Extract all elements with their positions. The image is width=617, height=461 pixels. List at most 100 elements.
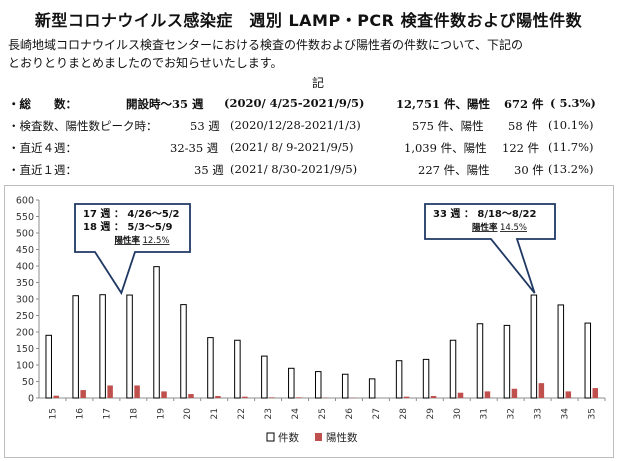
x-tick-label: 28 — [399, 408, 409, 420]
bar-positives — [53, 396, 59, 398]
bar-tests — [181, 305, 187, 398]
bar-tests — [396, 361, 402, 398]
bar-positives — [269, 397, 275, 398]
row-rate: ( 5.3%) — [550, 96, 596, 110]
x-tick-label: 29 — [426, 408, 436, 420]
bar-positives — [512, 389, 517, 398]
legend-label-tests: 件数 — [278, 431, 299, 444]
y-tick-label: 600 — [16, 196, 34, 207]
bar-tests — [46, 335, 52, 398]
bar-tests — [154, 267, 160, 398]
x-tick-label: 30 — [453, 408, 463, 420]
y-tick-label: 450 — [16, 245, 34, 256]
row-tests: 575 件、陽性 — [412, 118, 484, 134]
legend-label-positives: 陽性数 — [326, 431, 358, 444]
bar-positives — [566, 391, 572, 398]
y-tick-label: 0 — [28, 394, 34, 405]
x-tick-label: 19 — [156, 408, 166, 420]
row-period: (2021/ 8/30-2021/9/5) — [230, 162, 357, 176]
y-tick-label: 50 — [22, 377, 34, 388]
y-tick-label: 350 — [16, 278, 34, 289]
x-tick-label: 22 — [237, 408, 247, 419]
x-tick-label: 26 — [345, 408, 355, 420]
intro-line-2: とおりとりまとめましたのでお知らせいたします。 — [8, 54, 608, 72]
x-tick-label: 32 — [507, 408, 517, 419]
annotation-text: 18 週 ： 5/3～5/9 — [83, 221, 173, 233]
bar-positives — [215, 396, 221, 398]
bar-tests — [208, 338, 214, 398]
bar-tests — [262, 356, 268, 398]
y-tick-label: 300 — [16, 295, 34, 306]
bar-tests — [316, 372, 322, 398]
row-weeks: 32-35 週 — [170, 140, 218, 156]
bar-tests — [235, 340, 241, 398]
y-tick-label: 100 — [16, 361, 34, 372]
row-period: (2020/12/28-2021/1/3) — [230, 118, 361, 132]
bar-positives — [431, 396, 437, 398]
bar-positives — [188, 394, 194, 398]
summary-row-recent-1w: ・直近１週： 35 週 (2021/ 8/30-2021/9/5) 227 件、… — [8, 162, 608, 180]
annotation-rate-label: 陽性率 — [115, 235, 141, 246]
annotation-rate-label: 陽性率 — [472, 222, 498, 233]
bar-positives — [242, 397, 248, 398]
y-tick-label: 500 — [16, 229, 34, 240]
row-rate: (10.1%) — [548, 118, 594, 132]
bar-positives — [458, 393, 464, 398]
y-tick-label: 200 — [16, 328, 34, 339]
y-tick-label: 400 — [16, 262, 34, 273]
bar-tests — [342, 374, 348, 398]
bar-positives — [107, 385, 113, 398]
row-rate: (11.7%) — [548, 140, 594, 154]
bar-tests — [477, 324, 483, 398]
row-label: ・直近１週： — [8, 162, 77, 178]
x-tick-label: 24 — [291, 408, 301, 420]
x-tick-label: 23 — [264, 408, 274, 419]
bar-positives — [296, 397, 302, 398]
x-tick-label: 17 — [102, 408, 112, 419]
bar-positives — [134, 385, 140, 398]
x-tick-label: 21 — [210, 408, 220, 419]
row-tests: 1,039 件、陽性 — [404, 140, 487, 156]
x-tick-label: 18 — [129, 408, 139, 420]
row-label: ・検査数、陽性数ピーク時： — [8, 118, 158, 134]
legend-swatch-positives — [315, 433, 322, 441]
bar-positives — [593, 388, 599, 398]
annotation-text: 17 週 ： 4/26～5/2 — [83, 208, 179, 220]
row-label: ・総 数： — [8, 96, 77, 112]
row-positives: 58 件 — [508, 118, 538, 134]
row-weeks: 53 週 — [190, 118, 220, 134]
bar-tests — [531, 295, 537, 398]
x-tick-label: 25 — [318, 408, 328, 419]
annotation-rate-value: 12.5% — [143, 236, 170, 246]
bar-tests — [450, 340, 456, 398]
bar-positives — [80, 390, 86, 398]
row-tests: 12,751 件、陽性 — [396, 96, 490, 112]
intro-line-1: 長崎地域コロナウイルス検査センターにおける検査の件数および陽性者の件数について、… — [8, 36, 608, 54]
bar-tests — [558, 305, 564, 398]
row-positives: 672 件 — [504, 96, 544, 112]
bar-tests — [73, 296, 79, 398]
bar-tests — [289, 368, 295, 398]
row-tests: 227 件、陽性 — [418, 162, 490, 178]
bar-tests — [423, 359, 429, 398]
y-tick-label: 150 — [16, 344, 34, 355]
bar-positives — [404, 397, 410, 398]
bar-positives — [539, 383, 545, 398]
x-tick-label: 27 — [372, 408, 382, 419]
row-label: ・直近４週： — [8, 140, 77, 156]
row-period: (2020/ 4/25-2021/9/5) — [224, 96, 364, 110]
x-tick-label: 33 — [534, 408, 544, 419]
summary-row-recent-4w: ・直近４週： 32-35 週 (2021/ 8/ 9-2021/9/5) 1,0… — [8, 140, 608, 158]
row-weeks: 開設時～35 週 — [126, 96, 204, 112]
row-weeks: 35 週 — [194, 162, 224, 178]
bar-positives — [161, 391, 167, 398]
bar-positives — [485, 391, 491, 398]
intro-paragraph: 長崎地域コロナウイルス検査センターにおける検査の件数および陽性者の件数について、… — [8, 36, 608, 72]
bar-tests — [100, 295, 106, 398]
x-tick-label: 20 — [183, 408, 193, 420]
y-tick-label: 550 — [16, 212, 34, 223]
bar-tests — [585, 323, 591, 398]
row-period: (2021/ 8/ 9-2021/9/5) — [230, 140, 353, 154]
row-rate: (13.2%) — [548, 162, 594, 176]
